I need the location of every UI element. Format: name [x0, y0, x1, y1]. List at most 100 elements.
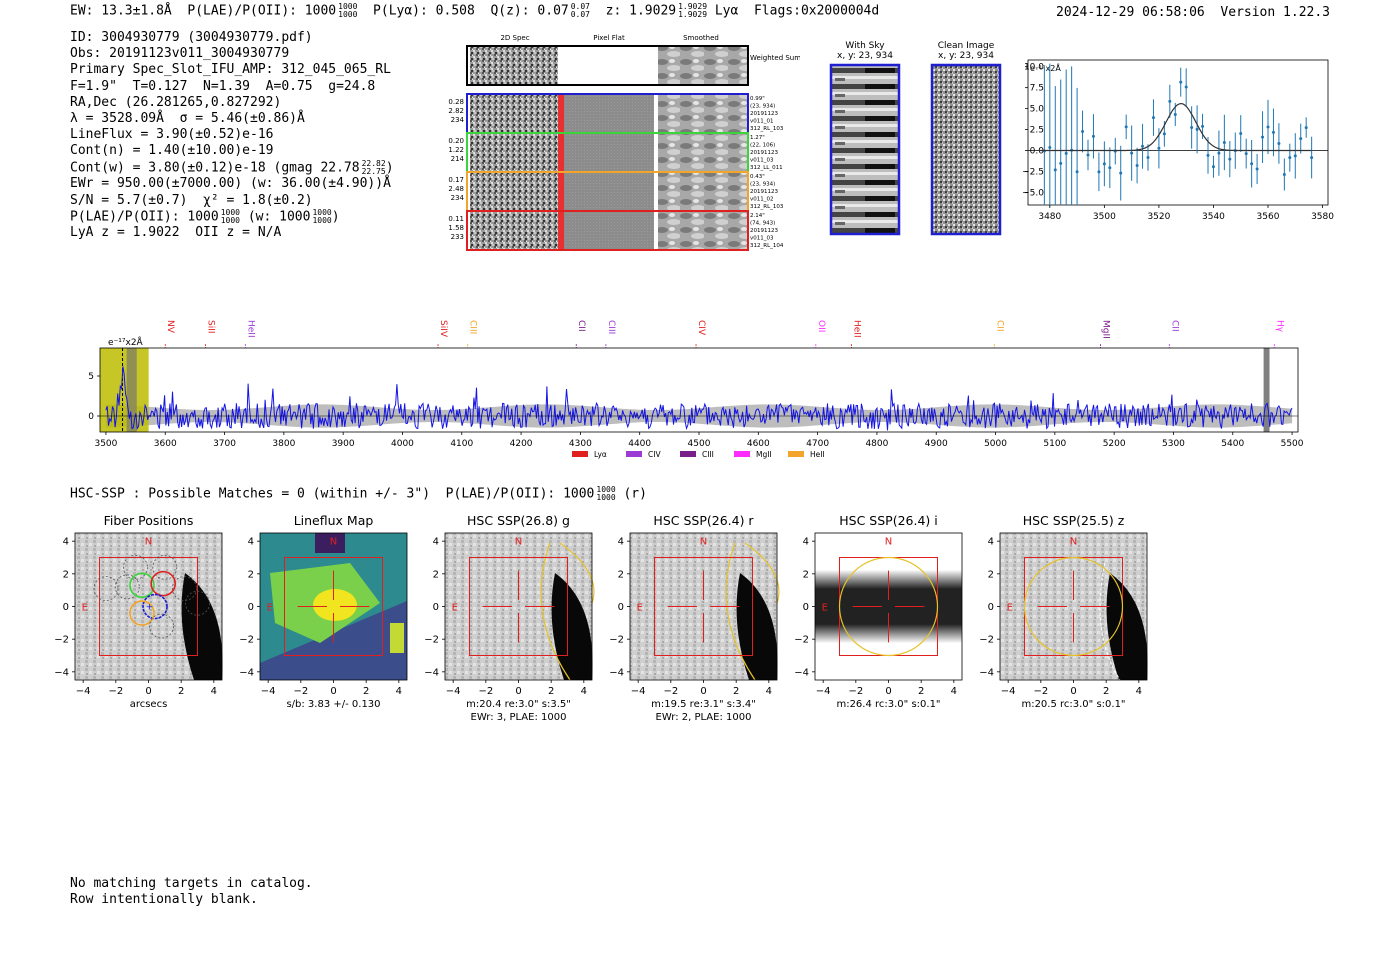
spectrum-xtick-label: 4200 — [510, 439, 533, 449]
header-summary: EW: 13.3±1.8Å P(LAE)/P(OII): 1000 1000 100… — [70, 3, 879, 19]
aperture-ellipse — [540, 542, 595, 681]
hsc-ytick-label: 2 — [618, 569, 624, 580]
hsc-panel: HSC SSP(26.4) i N E 4 −4 2 −2 0 0 −2 2 −4 4 m:26.4 rc… — [794, 513, 963, 710]
hsc-ytick-label: −4 — [239, 667, 254, 678]
cutout-right-value: 312_RL_104 — [750, 243, 784, 249]
fit-data-point — [1271, 130, 1275, 134]
info-cont-n: Cont(n) = 1.40(±10.00)e-19 — [70, 143, 274, 159]
hsc-xtick-label: −4 — [1001, 686, 1016, 697]
cutout-right-value: v011_02 — [750, 197, 774, 203]
fit-data-point — [1282, 172, 1286, 176]
hsc-panel-title: Lineflux Map — [294, 513, 374, 528]
header-qz-hi: 0.07 — [570, 2, 590, 11]
hsc-ytick-label: −2 — [54, 635, 69, 646]
cutout-right-value: 20191123 — [750, 189, 778, 195]
with-sky-xy: x, y: 23, 934 — [837, 51, 893, 61]
cutouts-panel: 2D Spec Pixel Flat Smoothed Weighted Sum… — [448, 34, 800, 251]
cutout-right-value: 0.99" — [750, 96, 765, 102]
aperture-ellipse — [725, 542, 780, 681]
spectral-line-label: Hγ — [1274, 320, 1284, 333]
search-box — [654, 557, 753, 656]
spectrum-xtick-label: 4000 — [391, 439, 414, 449]
info-params: F=1.9" T=0.127 N=1.39 A=0.75 g=24.8 — [70, 78, 376, 94]
east-label: E — [82, 603, 88, 614]
hsc-ytick-label: 0 — [248, 602, 254, 613]
hsc-ytick-label: −2 — [424, 635, 439, 646]
header-qz: Q(z): 0.07 — [490, 3, 569, 19]
fit-data-point — [1075, 170, 1079, 174]
spectrum-xtick-label: 3600 — [154, 439, 177, 449]
galaxy-blob — [1106, 573, 1148, 680]
fit-data-point — [1288, 156, 1292, 160]
cutout-right-value: v011_03 — [750, 236, 774, 242]
hsc-ytick-label: −4 — [979, 667, 994, 678]
cutout-right-value: 20191123 — [750, 150, 778, 156]
fit-data-point — [1119, 171, 1123, 175]
fit-model-curve — [1038, 102, 1312, 152]
east-label: E — [822, 603, 828, 614]
east-label: E — [637, 603, 643, 614]
hsc-panel: Lineflux Map N E 4 −4 2 −2 0 0 −2 2 −4 4 s/b: 3.83 +/… — [239, 513, 408, 710]
hsc-panel-title: HSC SSP(25.5) z — [1023, 513, 1125, 528]
fit-data-point — [1250, 162, 1254, 166]
header-z-line: Lyα — [714, 3, 739, 19]
hsc-xtick-label: −4 — [446, 686, 461, 697]
legend-swatch — [680, 451, 696, 457]
cutout-right-value: 20191123 — [750, 111, 778, 117]
hsc-xtick-label: 4 — [766, 686, 772, 697]
fit-ytick-label: 10.0 — [1024, 63, 1044, 73]
fit-ytick-label: 7.5 — [1030, 84, 1044, 94]
hsc-caption: m:19.5 re:3.1" s:3.4" — [651, 699, 756, 710]
hsc-panel: HSC SSP(25.5) z N E 4 −4 2 −2 0 0 −2 2 −4 4 m:20.5 rc… — [979, 513, 1148, 710]
fiber-circle — [150, 570, 176, 597]
legend-label: CIV — [648, 450, 661, 459]
hsc-ytick-label: 4 — [618, 537, 624, 548]
hsc-ytick-label: 4 — [433, 537, 439, 548]
fit-data-point — [1239, 131, 1243, 135]
sky-images: With Sky x, y: 23, 934 Clean Image x, y:… — [829, 41, 1002, 236]
legend-swatch — [734, 451, 750, 457]
cutout-left-value: 2.82 — [448, 107, 464, 115]
cutout-left-value: 1.22 — [448, 146, 464, 154]
hsc-xtick-label: −2 — [848, 686, 863, 697]
hsc-panels: Fiber Positions + N E 4 −4 2 −2 0 0 −2 2 −4 4 arcsecs L… — [54, 513, 1148, 723]
clean-image-title: Clean Image — [938, 41, 995, 51]
legend-label: Lyα — [594, 450, 607, 459]
cutout-left-value: 0.17 — [448, 176, 464, 184]
info-plae-w-hi: 1000 — [312, 207, 332, 217]
hsc-xtick-label: 4 — [1136, 686, 1142, 697]
spectral-line-label: MgII — [1101, 320, 1111, 339]
info-plae-hi: 1000 — [220, 207, 240, 217]
hsc-ytick-label: 2 — [988, 569, 994, 580]
hsc-ytick-label: 2 — [63, 569, 69, 580]
catalog-message: No matching targets in catalog. Row inte… — [70, 876, 313, 907]
galaxy-blob — [736, 573, 778, 680]
with-sky-title: With Sky — [845, 41, 885, 51]
fit-data-point — [1255, 167, 1259, 171]
info-plae: P(LAE)/P(OII): 1000 1000 1000 (w: 1000 1000… — [70, 207, 394, 226]
fit-ytick-label: 5.0 — [1030, 105, 1045, 115]
fit-data-point — [1064, 151, 1068, 155]
hsc-xtick-label: 2 — [363, 686, 369, 697]
spectral-line-label: CII — [576, 320, 586, 332]
fit-data-point — [1277, 141, 1281, 145]
fiber-circle — [185, 590, 210, 616]
spectrum-xtick-label: 4700 — [806, 439, 829, 449]
aperture-circle — [838, 556, 939, 657]
cutout-right-value: (23, 934) — [750, 182, 775, 188]
clean-image-xy: x, y: 23, 934 — [938, 51, 994, 61]
aperture-circle — [1023, 556, 1124, 657]
cutout-right-value: (74, 943) — [750, 221, 775, 227]
hsc-xtick-label: 2 — [1103, 686, 1109, 697]
hsc-xtick-label: −2 — [663, 686, 678, 697]
spectral-line-label: CIV — [696, 320, 706, 336]
hsc-caption: arcsecs — [130, 699, 168, 710]
fit-data-point — [1130, 151, 1134, 155]
header-plya: P(Lyα): 0.508 — [373, 3, 475, 19]
hsc-xtick-label: −2 — [293, 686, 308, 697]
col-title-pixelflat: Pixel Flat — [593, 34, 625, 42]
hsc-ytick-label: 4 — [988, 537, 994, 548]
fit-data-point — [1228, 157, 1232, 161]
north-label: N — [1070, 536, 1077, 547]
